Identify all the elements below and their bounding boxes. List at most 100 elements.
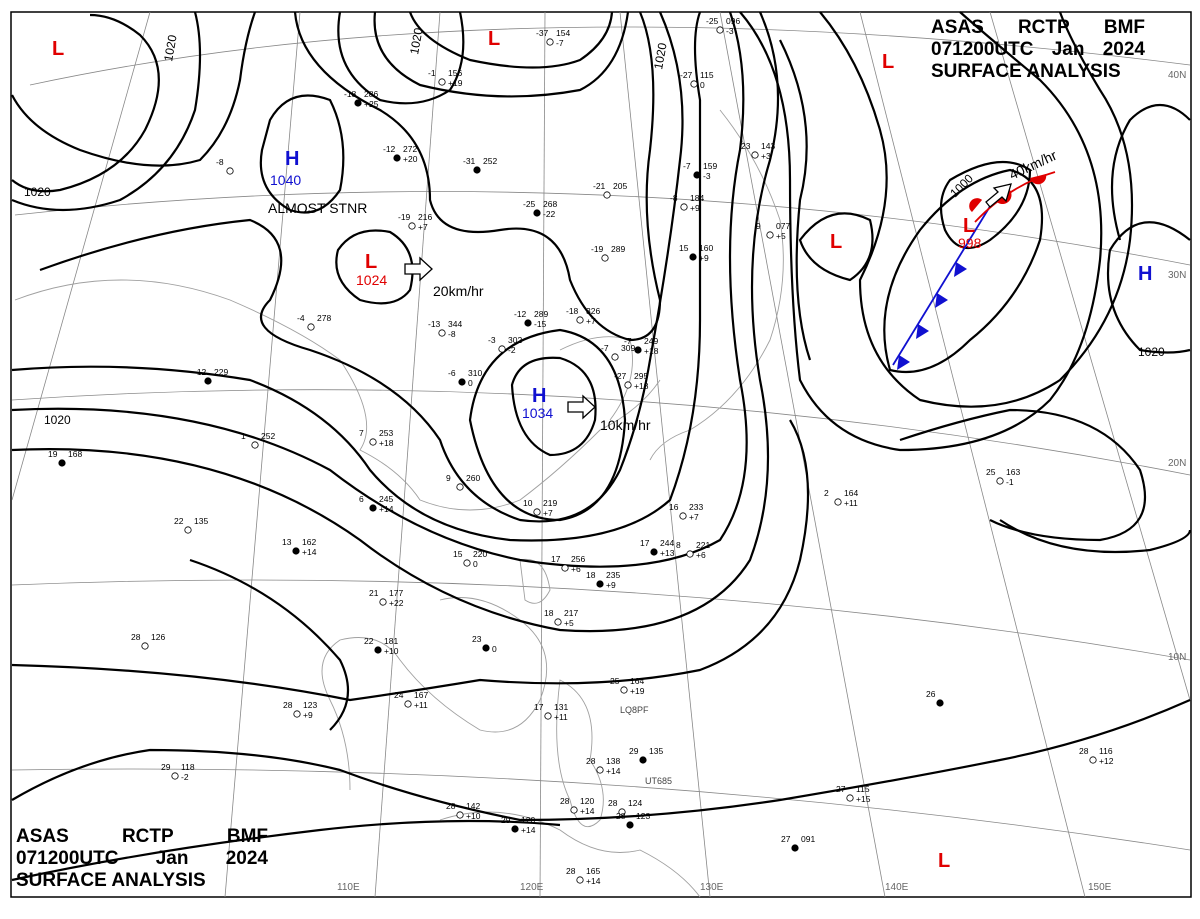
station-circle-icon bbox=[438, 329, 446, 337]
station-plot: 17 244+13 bbox=[640, 538, 675, 558]
station-tendency: +19 bbox=[448, 78, 463, 88]
station-plot: 23 0 bbox=[472, 634, 497, 654]
station-temperature: 28 bbox=[608, 798, 618, 808]
station-plot: 17 256+6 bbox=[551, 554, 585, 574]
station-temperature: -25 bbox=[523, 199, 536, 209]
station-tendency: 0 bbox=[700, 80, 705, 90]
header-time: 071200UTC bbox=[16, 848, 119, 869]
low-center-marker: L bbox=[938, 850, 950, 872]
station-plot: 28 165+14 bbox=[566, 866, 601, 886]
station-circle-icon bbox=[458, 378, 466, 386]
station-temperature: 29 bbox=[501, 815, 511, 825]
motion-arrow-icon bbox=[985, 183, 1012, 208]
latlon-grid bbox=[11, 11, 1191, 898]
station-tendency: +3 bbox=[761, 151, 771, 161]
station-temperature: 18 bbox=[544, 608, 554, 618]
station-plot: -27 295+13 bbox=[614, 371, 649, 391]
station-circle-icon bbox=[369, 438, 377, 446]
header-time: 071200UTC bbox=[931, 39, 1034, 60]
header-line-2: 071200UTC Jan 2024 bbox=[16, 848, 268, 870]
isobar-label: 1000 bbox=[947, 171, 976, 200]
low-center-marker: L bbox=[52, 38, 64, 60]
motion-arrow-icon bbox=[567, 394, 596, 420]
station-pressure: 126 bbox=[151, 632, 165, 642]
station-circle-icon bbox=[596, 580, 604, 588]
station-temperature: -4 bbox=[297, 313, 305, 323]
station-tendency: +11 bbox=[414, 700, 428, 710]
station-temperature: 29 bbox=[629, 746, 639, 756]
station-pressure: 167 bbox=[414, 690, 428, 700]
motion-speed-label: 10km/hr bbox=[600, 417, 651, 433]
station-plot: -8 184+9 bbox=[670, 193, 704, 213]
station-temperature: 25 bbox=[986, 467, 996, 477]
station-circle-icon bbox=[546, 38, 554, 46]
grid-lat-20n bbox=[11, 389, 1191, 476]
station-circle-icon bbox=[689, 253, 697, 261]
station-temperature: -19 bbox=[591, 244, 604, 254]
chart-header-bottom: ASAS RCTP BMF 071200UTC Jan 2024 SURFACE… bbox=[16, 826, 268, 892]
station-pressure: 164 bbox=[630, 676, 644, 686]
station-tendency: +14 bbox=[379, 504, 394, 514]
isobar bbox=[1110, 104, 1191, 241]
station-circle-icon bbox=[693, 171, 701, 179]
warm-front-semicircle bbox=[969, 198, 982, 212]
station-temperature: -7 bbox=[601, 343, 609, 353]
station-plot: -8 bbox=[216, 157, 234, 175]
station-tendency: -1 bbox=[1006, 477, 1014, 487]
station-tendency: +14 bbox=[302, 547, 317, 557]
station-temperature: -31 bbox=[463, 156, 476, 166]
station-circle-icon bbox=[511, 825, 519, 833]
station-pressure: 221 bbox=[696, 540, 710, 550]
station-pressure: 091 bbox=[801, 834, 815, 844]
station-pressure: 131 bbox=[554, 702, 568, 712]
station-circle-icon bbox=[679, 512, 687, 520]
station-temperature: 6 bbox=[359, 494, 364, 504]
station-pressure: 138 bbox=[606, 756, 620, 766]
station-circle-icon bbox=[404, 700, 412, 708]
low-center-marker: L bbox=[488, 28, 500, 50]
station-pressure: 156 bbox=[448, 68, 462, 78]
station-plot: -12 272+20 bbox=[383, 144, 418, 164]
isobar bbox=[939, 160, 1032, 250]
station-pressure: 115 bbox=[700, 70, 714, 80]
lon-label: 140E bbox=[885, 882, 909, 893]
station-circle-icon bbox=[544, 712, 552, 720]
header-year: 2024 bbox=[225, 848, 268, 869]
station-pressure: 344 bbox=[448, 319, 462, 329]
station-plot: 19 168 bbox=[48, 449, 82, 467]
isobar bbox=[11, 11, 257, 167]
station-temperature: 28 bbox=[560, 796, 570, 806]
header-code: BMF bbox=[1103, 17, 1145, 38]
station-tendency: +7 bbox=[689, 512, 699, 522]
station-plot: 13 162+14 bbox=[282, 537, 317, 557]
station-temperature: -37 bbox=[536, 28, 549, 38]
station-circle-icon bbox=[58, 459, 66, 467]
station-temperature: 15 bbox=[453, 549, 463, 559]
header-title: SURFACE ANALYSIS bbox=[16, 870, 206, 891]
cold-front bbox=[892, 189, 1001, 370]
station-tendency: +14 bbox=[580, 806, 595, 816]
station-temperature: 8 bbox=[676, 540, 681, 550]
station-circle-icon bbox=[374, 646, 382, 654]
station-tendency: +6 bbox=[696, 550, 706, 560]
station-pressure: 143 bbox=[761, 141, 775, 151]
isobar bbox=[899, 408, 1147, 542]
station-circle-icon bbox=[226, 167, 234, 175]
station-pressure: 162 bbox=[302, 537, 316, 547]
station-pressure: 120 bbox=[580, 796, 594, 806]
station-pressure: 217 bbox=[564, 608, 578, 618]
station-pressure: 310 bbox=[468, 368, 482, 378]
station-circle-icon bbox=[171, 772, 179, 780]
station-temperature: -7 bbox=[624, 336, 632, 346]
header-station: RCTP bbox=[1017, 17, 1070, 38]
station-circle-icon bbox=[393, 154, 401, 162]
isobar bbox=[510, 356, 597, 457]
station-plot: 15 160+9 bbox=[679, 243, 713, 263]
coast-indochina bbox=[321, 597, 548, 791]
motion-speed-label: 20km/hr bbox=[433, 283, 484, 299]
station-temperature: 27 bbox=[781, 834, 791, 844]
station-pressure: 286 bbox=[364, 89, 378, 99]
station-circle-icon bbox=[680, 203, 688, 211]
station-plot: 18 235+9 bbox=[586, 570, 620, 590]
ship-ids: LQ8PF UT685 bbox=[620, 705, 672, 786]
